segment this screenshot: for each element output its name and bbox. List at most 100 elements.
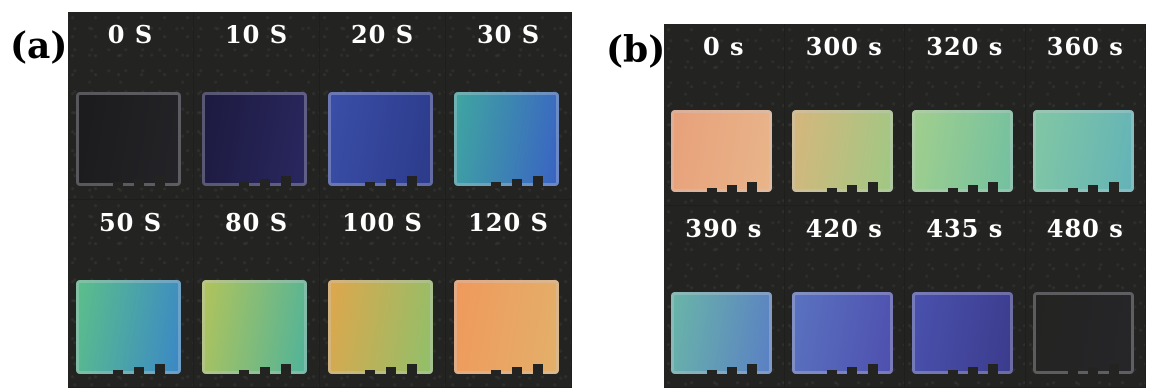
- swatch-notch: [1108, 364, 1119, 376]
- swatch-notch: [490, 370, 501, 376]
- swatch-notch: [133, 179, 144, 188]
- frame-time-label: 435 s: [926, 214, 1004, 243]
- film-swatch: [791, 110, 893, 194]
- film-swatch: [453, 280, 560, 376]
- swatch-notch: [988, 182, 999, 194]
- frame-time-label: 0 s: [702, 32, 745, 61]
- panel-a-image: 0 S 10 S 20 S 30 S 50 S 80 S 100 S 120 S: [68, 12, 572, 388]
- swatch-notch: [532, 364, 543, 376]
- swatch-notch: [112, 182, 123, 188]
- film-swatch: [201, 280, 308, 376]
- frame: 300 s: [784, 24, 904, 205]
- panel-b-grid: 0 s 300 s 320 s 360 s 390 s 420 s 435 s 480 s: [664, 24, 1146, 388]
- frame: 10 S: [194, 12, 319, 199]
- swatch-notch: [154, 364, 165, 376]
- frame-time-label: 120 S: [468, 208, 549, 237]
- frame: 100 S: [320, 200, 445, 387]
- frame-time-label: 390 s: [685, 214, 763, 243]
- frame: 360 s: [1025, 24, 1145, 205]
- panel-a-grid: 0 S 10 S 20 S 30 S 50 S 80 S 100 S 120 S: [68, 12, 572, 388]
- swatch-notch: [511, 179, 522, 188]
- swatch-edge: [1032, 110, 1134, 192]
- swatch-notch: [747, 182, 758, 194]
- swatch-notch: [1088, 367, 1099, 376]
- swatch-notch: [385, 179, 396, 188]
- swatch-notch: [364, 182, 375, 188]
- swatch-edge: [75, 92, 182, 186]
- swatch-notch: [867, 364, 878, 376]
- film-swatch: [912, 110, 1014, 194]
- frame: 320 s: [905, 24, 1025, 205]
- frame: 120 S: [446, 200, 571, 387]
- swatch-edge: [1032, 292, 1134, 374]
- swatch-edge: [791, 292, 893, 374]
- swatch-notch: [747, 364, 758, 376]
- swatch-notch: [154, 176, 165, 188]
- swatch-notch: [1068, 370, 1079, 376]
- frame: 390 s: [664, 206, 784, 387]
- swatch-edge: [327, 280, 434, 374]
- film-swatch: [791, 292, 893, 376]
- frame-time-label: 10 S: [224, 20, 289, 49]
- swatch-edge: [327, 92, 434, 186]
- swatch-edge: [671, 110, 773, 192]
- swatch-notch: [1068, 188, 1079, 194]
- frame-time-label: 50 S: [98, 208, 163, 237]
- frame-time-label: 480 s: [1046, 214, 1124, 243]
- frame-time-label: 360 s: [1046, 32, 1124, 61]
- swatch-notch: [490, 182, 501, 188]
- swatch-notch: [827, 188, 838, 194]
- swatch-notch: [967, 185, 978, 194]
- film-swatch: [75, 280, 182, 376]
- swatch-notch: [238, 182, 249, 188]
- swatch-notch: [238, 370, 249, 376]
- film-swatch: [327, 280, 434, 376]
- frame-time-label: 420 s: [805, 214, 883, 243]
- film-swatch: [75, 92, 182, 188]
- panel-b-label: (b): [606, 29, 666, 71]
- film-swatch: [671, 110, 773, 194]
- film-swatch: [1032, 292, 1134, 376]
- frame: 435 s: [905, 206, 1025, 387]
- swatch-notch: [406, 176, 417, 188]
- swatch-notch: [280, 364, 291, 376]
- frame: 0 S: [68, 12, 193, 199]
- film-swatch: [671, 292, 773, 376]
- swatch-edge: [201, 92, 308, 186]
- swatch-notch: [1108, 182, 1119, 194]
- panel-a-label: (a): [10, 25, 68, 67]
- frame-time-label: 320 s: [926, 32, 1004, 61]
- frame: 50 S: [68, 200, 193, 387]
- panel-b-image: 0 s 300 s 320 s 360 s 390 s 420 s 435 s 480 s: [664, 24, 1146, 388]
- swatch-notch: [133, 367, 144, 376]
- frame: 80 S: [194, 200, 319, 387]
- film-swatch: [327, 92, 434, 188]
- frame-time-label: 20 S: [350, 20, 415, 49]
- swatch-notch: [847, 367, 858, 376]
- swatch-notch: [706, 188, 717, 194]
- swatch-notch: [406, 364, 417, 376]
- film-swatch: [912, 292, 1014, 376]
- swatch-edge: [453, 280, 560, 374]
- frame: 20 S: [320, 12, 445, 199]
- swatch-edge: [201, 280, 308, 374]
- swatch-notch: [1088, 185, 1099, 194]
- frame: 480 s: [1025, 206, 1145, 387]
- swatch-notch: [259, 367, 270, 376]
- frame: 30 S: [446, 12, 571, 199]
- swatch-notch: [385, 367, 396, 376]
- swatch-notch: [847, 185, 858, 194]
- swatch-notch: [280, 176, 291, 188]
- swatch-notch: [947, 188, 958, 194]
- swatch-notch: [947, 370, 958, 376]
- frame: 420 s: [784, 206, 904, 387]
- frame-time-label: 30 S: [476, 20, 541, 49]
- swatch-notch: [259, 179, 270, 188]
- swatch-notch: [726, 185, 737, 194]
- frame-time-label: 0 S: [107, 20, 154, 49]
- frame-time-label: 80 S: [224, 208, 289, 237]
- swatch-notch: [364, 370, 375, 376]
- swatch-notch: [867, 182, 878, 194]
- swatch-notch: [112, 370, 123, 376]
- film-swatch: [201, 92, 308, 188]
